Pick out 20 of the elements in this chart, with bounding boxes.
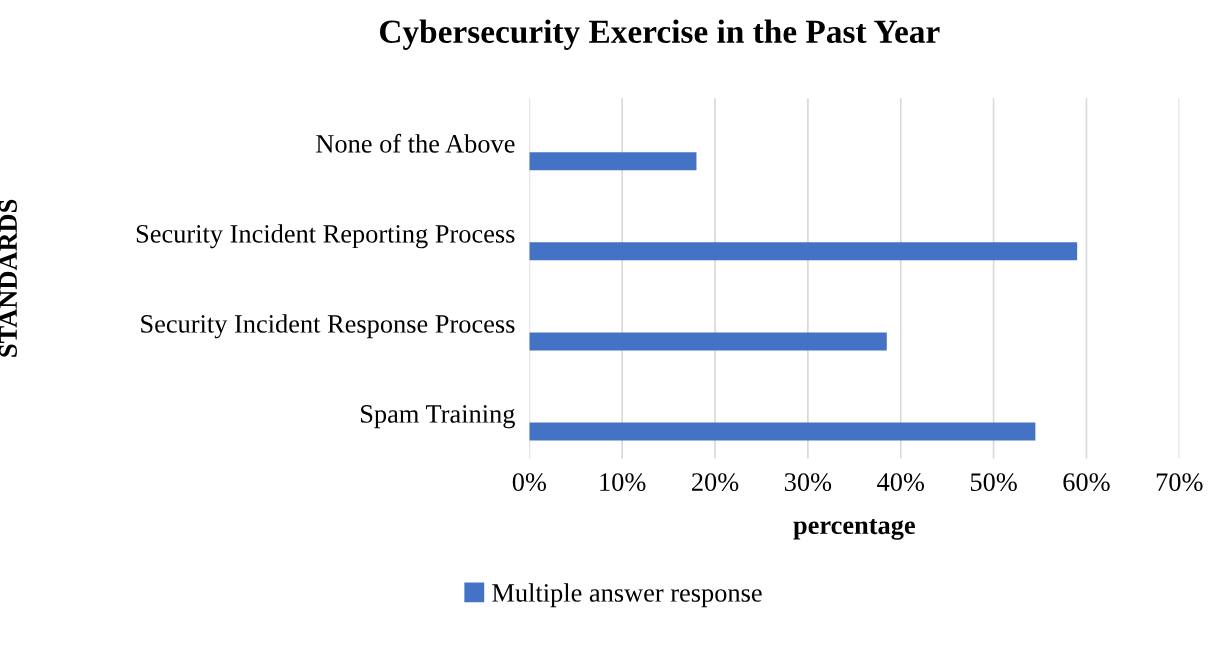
chart-title: Cybersecurity Exercise in the Past Year [380, 19, 940, 50]
x-tick-label: 30% [784, 473, 832, 492]
y-tick-label: Security Incident Response Process [141, 314, 515, 339]
bar [529, 242, 1078, 261]
y-tick-label: Spam Training [361, 405, 515, 429]
bar [529, 422, 1036, 441]
x-axis-title: percentage [793, 519, 915, 540]
x-tick-label: 70% [1156, 473, 1203, 492]
y-axis-title: STANDARDS [0, 199, 17, 357]
y-tick-label: None of the Above [316, 133, 515, 153]
x-tick-label: 50% [970, 473, 1017, 492]
x-tick-label: 40% [877, 473, 925, 492]
legend-label: Multiple answer response [492, 583, 762, 608]
x-tick-label: 10% [600, 473, 646, 492]
bar [529, 332, 887, 351]
x-tick-label: 20% [692, 473, 739, 492]
bar [529, 152, 697, 171]
y-tick-label: Security Incident Reporting Process [136, 224, 515, 249]
x-tick-label: 0% [512, 473, 547, 492]
x-tick-label: 60% [1063, 473, 1110, 492]
